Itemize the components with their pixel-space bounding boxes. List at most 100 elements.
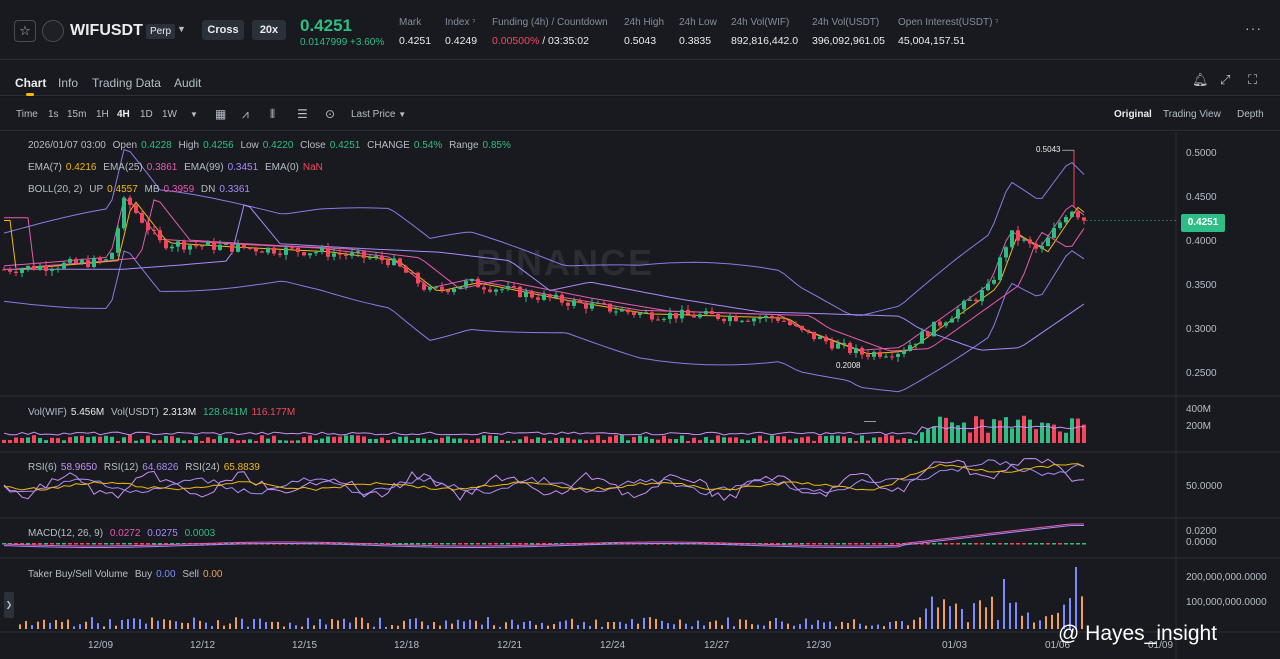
volume-bar bbox=[1028, 419, 1032, 443]
candle-body bbox=[896, 353, 900, 357]
tab-audit[interactable]: Audit bbox=[174, 76, 202, 90]
panel-toggle-chevron-icon[interactable]: ❯ bbox=[4, 592, 14, 618]
taker-volume-bar bbox=[301, 626, 303, 629]
contract-type-badge[interactable]: Perp bbox=[146, 24, 176, 39]
macd-histogram-bar bbox=[932, 543, 936, 545]
stat-value: 0.5043 bbox=[624, 35, 657, 47]
boll-upper-line bbox=[3, 148, 1085, 316]
price-type-select[interactable]: Last Price ▼ bbox=[351, 109, 407, 120]
volume-bar bbox=[230, 438, 234, 443]
taker-volume-bar bbox=[811, 624, 813, 629]
candlestick-chart[interactable] bbox=[0, 132, 1280, 659]
interval-1w[interactable]: 1W bbox=[162, 109, 177, 120]
volume-bar bbox=[566, 437, 570, 443]
taker-volume-bar bbox=[925, 608, 927, 629]
macd-histogram-bar bbox=[488, 543, 492, 545]
candle-body bbox=[692, 314, 696, 318]
view-depth[interactable]: Depth bbox=[1237, 109, 1264, 120]
time-label[interactable]: Time bbox=[16, 109, 38, 120]
calendar-icon[interactable]: ▦ bbox=[215, 107, 227, 121]
stat-label: 24h Low bbox=[679, 17, 717, 28]
candle-body bbox=[632, 312, 636, 315]
volume-bar bbox=[608, 436, 612, 443]
taker-volume-bar bbox=[571, 618, 573, 629]
interval-1h[interactable]: 1H bbox=[96, 109, 109, 120]
view-original[interactable]: Original bbox=[1114, 109, 1152, 120]
chart-area[interactable]: BINANCE 2026/01/07 03:00 Open 0.4228 High… bbox=[0, 132, 1280, 659]
view-trading-view[interactable]: Trading View bbox=[1163, 109, 1221, 120]
taker-volume-bar bbox=[979, 600, 981, 629]
volume-bar bbox=[332, 436, 336, 443]
candle-body bbox=[716, 314, 720, 319]
taker-volume-bar bbox=[79, 624, 81, 629]
indicator-icon[interactable]: ⩘ bbox=[242, 107, 249, 121]
candle-body bbox=[284, 247, 288, 255]
tab-trading-data[interactable]: Trading Data bbox=[92, 76, 161, 90]
interval-1s[interactable]: 1s bbox=[48, 109, 59, 120]
macd-histogram-bar bbox=[110, 543, 114, 545]
taker-volume-bar bbox=[421, 621, 423, 629]
candle-body bbox=[110, 252, 114, 260]
leverage-button[interactable]: 20x bbox=[252, 20, 286, 40]
interval-15m[interactable]: 15m bbox=[67, 109, 87, 120]
macd-histogram-bar bbox=[44, 543, 48, 545]
expand-icon[interactable]: ⤢ bbox=[1220, 72, 1231, 87]
margin-mode-button[interactable]: Cross bbox=[202, 20, 244, 40]
candle-body bbox=[566, 302, 570, 306]
volume-bar bbox=[278, 440, 282, 443]
candle-body bbox=[44, 265, 48, 271]
volume-bar bbox=[392, 439, 396, 443]
candle-body bbox=[548, 294, 552, 298]
more-options-icon[interactable]: ··· bbox=[1245, 20, 1262, 36]
volume-bar bbox=[728, 437, 732, 443]
interval-1d[interactable]: 1D bbox=[140, 109, 153, 120]
interval-4h[interactable]: 4H bbox=[117, 109, 130, 120]
taker-volume-bar bbox=[757, 624, 759, 629]
volume-bar bbox=[1004, 417, 1008, 443]
candle-body bbox=[962, 300, 966, 310]
taker-volume-bar bbox=[739, 619, 741, 629]
favorite-star-icon[interactable]: ☆ bbox=[14, 20, 36, 42]
tab-info[interactable]: Info bbox=[58, 76, 79, 90]
volume-ma-line bbox=[3, 425, 1085, 436]
candle-type-icon[interactable]: ⫴ bbox=[270, 107, 276, 121]
volume-bar bbox=[848, 437, 852, 443]
volume-bar bbox=[482, 435, 486, 443]
target-icon[interactable]: ⊙ bbox=[325, 107, 336, 121]
volume-bar bbox=[962, 422, 966, 443]
volume-bar bbox=[794, 438, 798, 443]
symbol-name[interactable]: WIFUSDT bbox=[70, 22, 143, 39]
volume-bar bbox=[158, 440, 162, 443]
macd-histogram-bar bbox=[1076, 543, 1080, 545]
candle-body bbox=[986, 283, 990, 291]
macd-histogram-bar bbox=[56, 543, 60, 545]
macd-axis-label: 0.0200 bbox=[1186, 526, 1217, 537]
x-axis-label: 12/09 bbox=[88, 640, 114, 651]
candle-body bbox=[308, 253, 312, 256]
macd-histogram-bar bbox=[176, 543, 180, 545]
volume-bar bbox=[890, 435, 894, 443]
candle-body bbox=[242, 244, 246, 248]
taker-volume-bar bbox=[451, 623, 453, 629]
candle-body bbox=[404, 266, 408, 273]
bell-icon[interactable]: 🔔︎ bbox=[1192, 72, 1209, 87]
taker-volume-bar bbox=[775, 617, 777, 629]
taker-volume-bar bbox=[787, 623, 789, 629]
volume-bar bbox=[164, 435, 168, 443]
tab-chart[interactable]: Chart bbox=[15, 76, 47, 90]
volume-bar bbox=[626, 440, 630, 443]
macd-histogram-bar bbox=[80, 543, 84, 545]
taker-volume-bar bbox=[1069, 598, 1071, 629]
macd-histogram-bar bbox=[422, 543, 426, 545]
volume-bar bbox=[1016, 419, 1020, 443]
interval-more-chevron-icon[interactable]: ▼ bbox=[190, 110, 198, 119]
macd-histogram-bar bbox=[716, 543, 720, 545]
settings-list-icon[interactable]: ☰ bbox=[297, 107, 308, 121]
fullscreen-icon[interactable]: ⛶ bbox=[1248, 72, 1258, 87]
candle-body bbox=[140, 212, 144, 223]
chevron-down-icon[interactable]: ▼ bbox=[177, 24, 186, 34]
macd-histogram-bar bbox=[116, 543, 120, 545]
taker-volume-bar bbox=[505, 622, 507, 629]
taker-volume-bar bbox=[895, 621, 897, 629]
taker-volume-bar bbox=[217, 620, 219, 629]
